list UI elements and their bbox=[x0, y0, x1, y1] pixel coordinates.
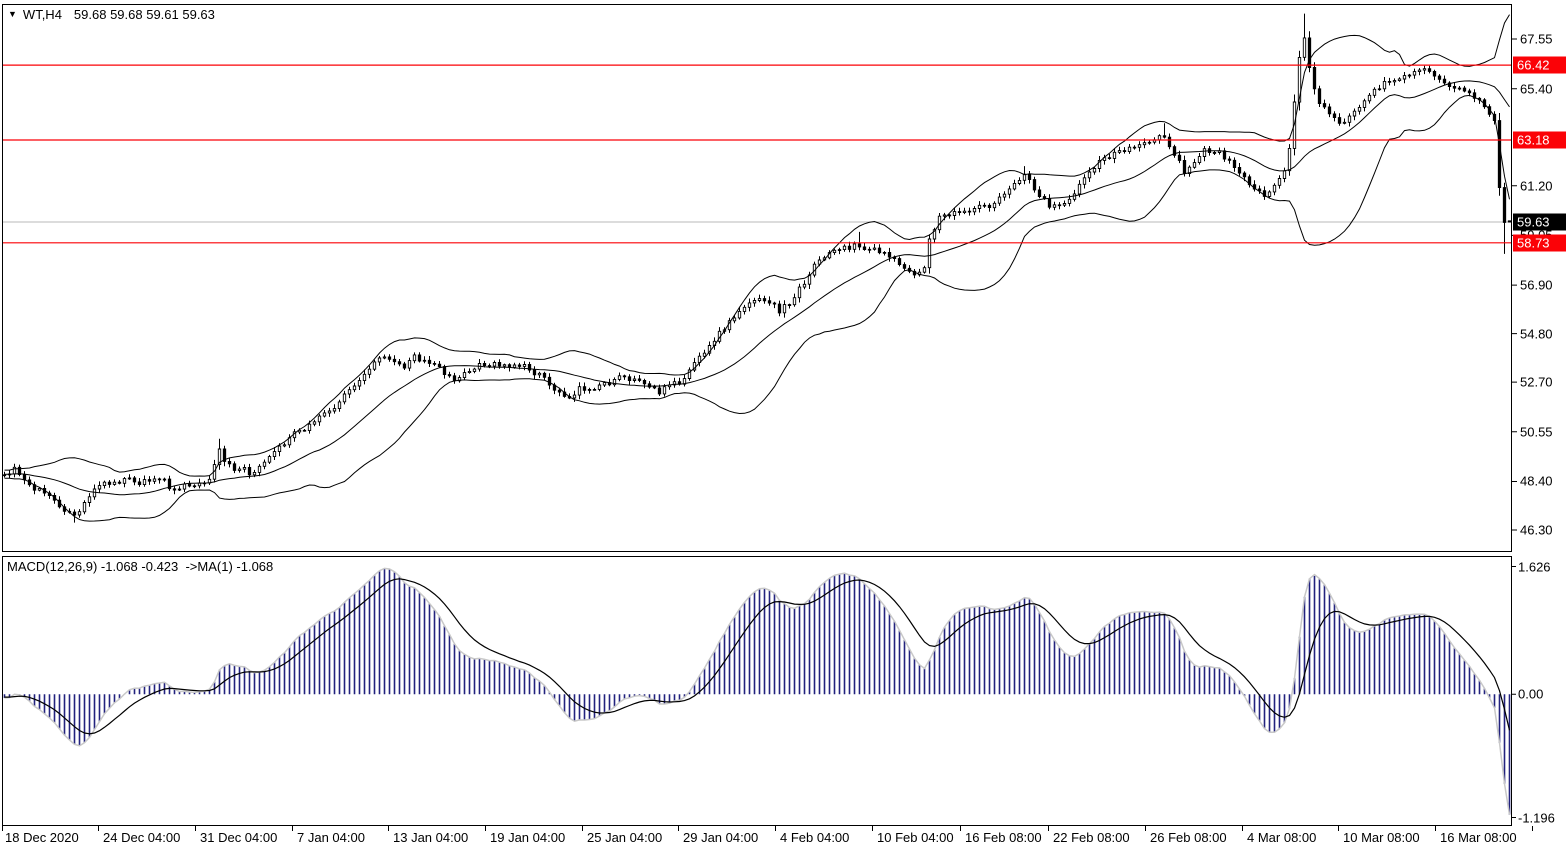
x-axis-label-14: 10 Mar 08:00 bbox=[1343, 830, 1420, 845]
macd-axis-max: 1.626 bbox=[1518, 559, 1551, 574]
x-axis-label-8: 4 Feb 04:00 bbox=[780, 830, 850, 845]
x-axis-label-2: 31 Dec 04:00 bbox=[200, 830, 278, 845]
y-axis-label-50.55: 50.55 bbox=[1520, 424, 1553, 440]
macd-signal-line bbox=[4, 578, 1511, 735]
x-axis-label-4: 13 Jan 04:00 bbox=[393, 830, 469, 845]
level-price-label-58.73[interactable]: 58.73 bbox=[1513, 234, 1566, 252]
x-axis-label-9: 10 Feb 04:00 bbox=[877, 830, 954, 845]
x-axis-label-12: 26 Feb 08:00 bbox=[1150, 830, 1227, 845]
y-axis-label-56.90: 56.90 bbox=[1520, 277, 1553, 293]
y-axis-label-52.70: 52.70 bbox=[1520, 374, 1553, 390]
x-axis-label-5: 19 Jan 04:00 bbox=[490, 830, 566, 845]
x-axis-label-7: 29 Jan 04:00 bbox=[683, 830, 759, 845]
symbol-dropdown-icon[interactable]: ▼ bbox=[8, 9, 17, 19]
symbol-name: WT,H4 bbox=[22, 7, 62, 22]
macd-axis-min: -1.196 bbox=[1518, 810, 1555, 825]
level-price-label-66.42[interactable]: 66.42 bbox=[1513, 56, 1566, 74]
macd-histogram bbox=[3, 568, 1511, 815]
x-axis-label-10: 16 Feb 08:00 bbox=[965, 830, 1042, 845]
x-axis-label-13: 4 Mar 08:00 bbox=[1247, 830, 1317, 845]
x-axis-label-15: 16 Mar 08:00 bbox=[1440, 830, 1517, 845]
price-panel-border bbox=[2, 4, 1512, 552]
macd-panel[interactable] bbox=[3, 567, 1511, 815]
bearish-candles[interactable] bbox=[17, 37, 1512, 516]
y-axis-label-67.55: 67.55 bbox=[1520, 31, 1553, 47]
y-axis-label-46.30: 46.30 bbox=[1520, 522, 1553, 538]
y-axis-label-48.40: 48.40 bbox=[1520, 473, 1553, 489]
bollinger-middle-band bbox=[4, 80, 1510, 496]
bullish-candles[interactable] bbox=[2, 37, 1462, 516]
x-axis-label-3: 7 Jan 04:00 bbox=[297, 830, 365, 845]
x-axis-label-11: 22 Feb 08:00 bbox=[1053, 830, 1130, 845]
macd-axis-zero: 0.00 bbox=[1518, 686, 1544, 702]
x-axis-label-0: 18 Dec 2020 bbox=[5, 830, 79, 845]
candle-wicks bbox=[4, 13, 1510, 523]
price-panel[interactable] bbox=[2, 13, 1512, 523]
x-axis-label-6: 25 Jan 04:00 bbox=[587, 830, 663, 845]
bollinger-upper-band bbox=[4, 14, 1510, 477]
macd-indicator-legend: MACD(12,26,9) -1.068 -0.423 ->MA(1) -1.0… bbox=[7, 559, 274, 574]
y-axis-label-65.40: 65.40 bbox=[1520, 81, 1553, 97]
symbol-legend: ▼ WT,H4 59.68 59.68 59.61 59.63 bbox=[8, 7, 215, 22]
y-axis-label-61.20: 61.20 bbox=[1520, 178, 1553, 194]
level-price-label-63.18[interactable]: 63.18 bbox=[1513, 131, 1566, 149]
x-axis-label-1: 24 Dec 04:00 bbox=[103, 830, 181, 845]
bollinger-lower-band bbox=[4, 94, 1510, 522]
symbol-ohlc-values: 59.68 59.68 59.61 59.63 bbox=[73, 7, 215, 22]
current-price-label: 59.63 bbox=[1513, 213, 1566, 231]
y-axis-label-54.80: 54.80 bbox=[1520, 326, 1553, 342]
macd-panel-border bbox=[2, 556, 1512, 826]
